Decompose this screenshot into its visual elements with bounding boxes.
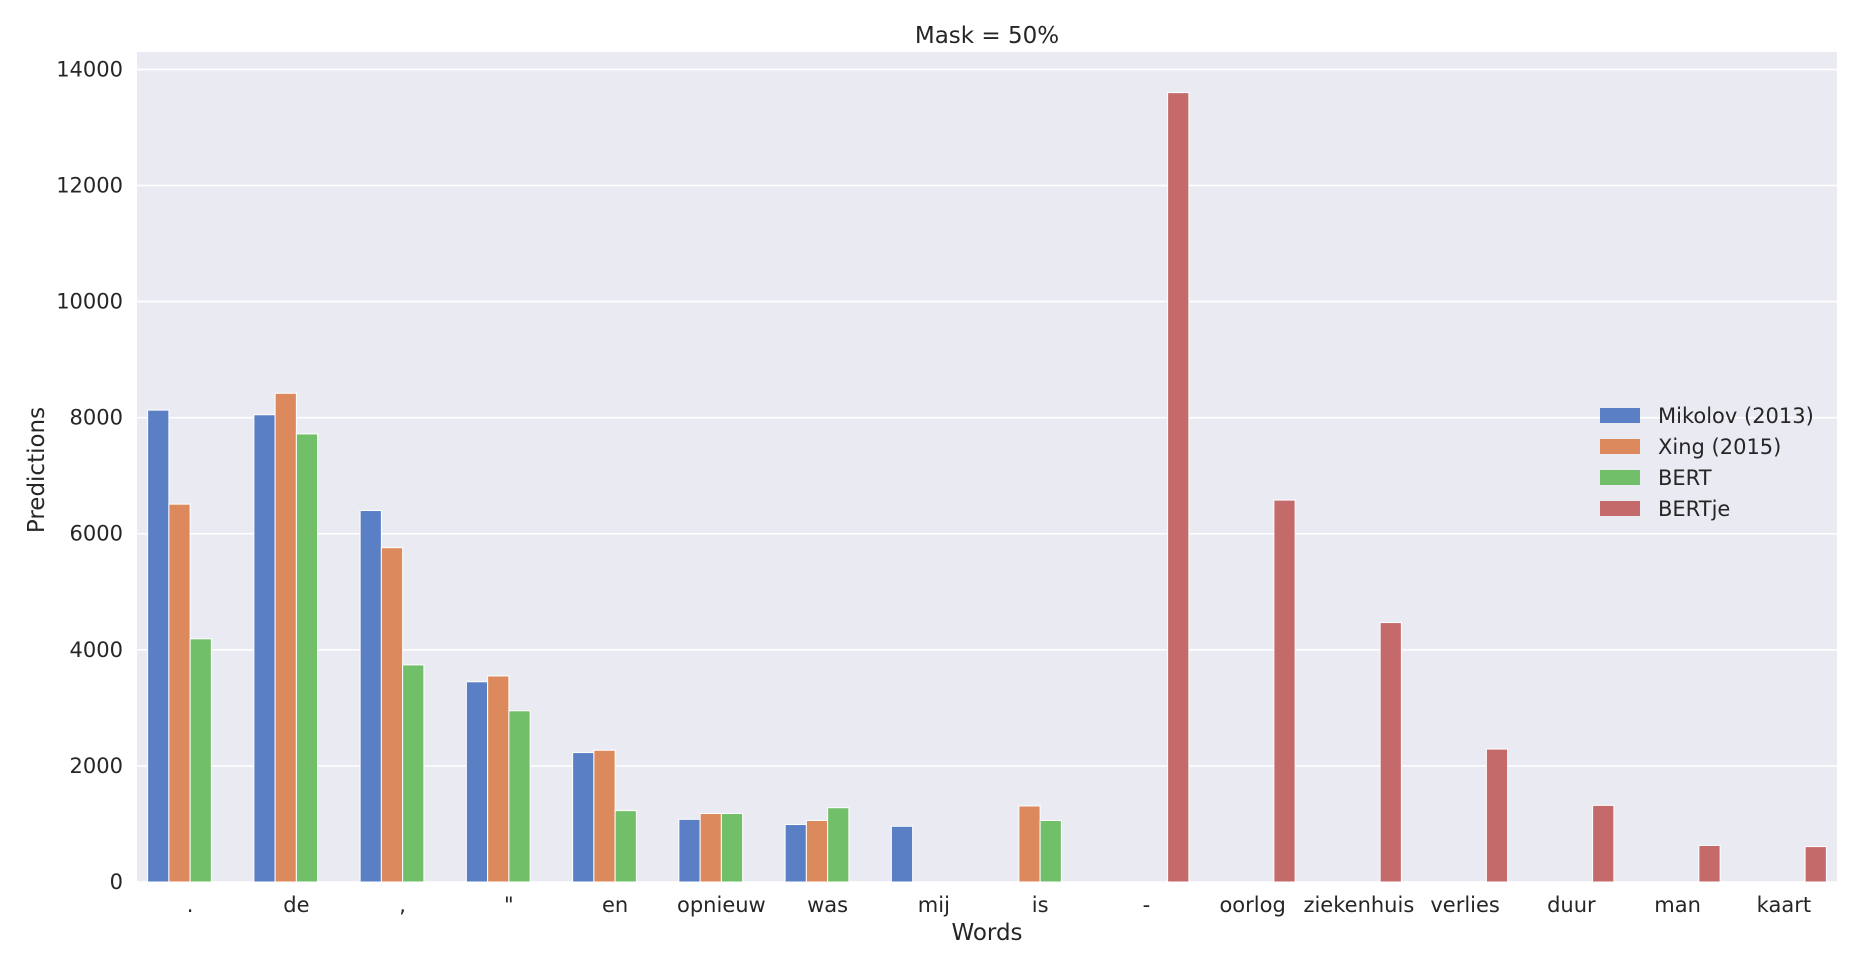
bar-0-1 [168,503,191,883]
x-tick-label: " [504,893,514,917]
bar-4-0 [572,752,595,883]
bar-2-2 [402,664,425,883]
y-axis-title: Predictions [24,407,50,533]
x-tick-label: verlies [1430,893,1500,917]
x-tick-label: kaart [1757,893,1811,917]
legend-swatch [1600,470,1640,485]
x-tick-labels: . de, " en opnieuw was mij is - oorlog ziekenhuis v… [187,893,1811,917]
x-tick-label: opnieuw [677,893,766,917]
bar-7-0 [890,825,914,883]
bar-8-2 [1039,819,1062,883]
x-tick-label: is [1032,893,1049,917]
bar-6-0 [784,824,807,883]
bar-14-3 [1698,844,1721,883]
y-tick-label: 4000 [70,638,123,662]
legend-swatch [1600,439,1640,454]
bar-2-1 [380,547,404,883]
x-tick-label: ziekenhuis [1303,893,1414,917]
bar-5-2 [720,813,744,883]
y-tick-label: 12000 [56,173,123,197]
y-tick-label: 6000 [70,522,123,546]
legend-label: BERTje [1658,497,1730,521]
bar-9-3 [1167,92,1190,883]
bar-0-2 [189,638,212,883]
bar-4-1 [593,749,616,883]
x-tick-label: man [1654,893,1701,917]
x-tick-label: was [807,893,848,917]
x-tick-label: en [602,893,628,917]
y-tick-label: 2000 [70,754,123,778]
legend-label: Xing (2015) [1658,435,1781,459]
x-tick-label: mij [918,893,950,917]
y-tick-label: 10000 [56,290,123,314]
legend-swatch [1600,501,1640,516]
x-tick-label: - [1143,893,1151,917]
bar-13-3 [1592,804,1615,883]
bar-4-2 [614,810,637,883]
legend-label: BERT [1658,466,1712,490]
x-axis-title: Words [951,920,1022,946]
bar-3-0 [465,681,489,883]
x-tick-label: duur [1547,893,1596,917]
bar-1-2 [295,433,319,883]
y-tick-label: 8000 [70,406,123,430]
bar-1-1 [274,392,297,883]
legend-swatch [1600,408,1640,423]
bar-6-1 [805,819,829,883]
bar-12-3 [1485,748,1509,883]
bar-10-3 [1273,499,1296,883]
y-tick-label: 0 [110,870,123,894]
y-tick-label: 14000 [56,57,123,81]
bar-3-2 [508,710,531,883]
bar-0-0 [147,409,170,883]
chart-title: Mask = 50% [915,23,1059,49]
bars [147,92,1827,883]
bar-15-3 [1804,846,1827,883]
bar-6-2 [827,807,850,883]
legend: Mikolov (2013) Xing (2015) BERT BERTje [1600,404,1814,521]
bar-1-0 [253,414,276,883]
bar-8-1 [1018,805,1041,883]
legend-label: Mikolov (2013) [1658,404,1814,428]
bar-2-0 [359,510,382,883]
bar-5-1 [699,813,722,883]
x-tick-label: oorlog [1219,893,1285,917]
bar-5-0 [678,818,701,883]
x-tick-label: de [283,893,309,917]
bar-3-1 [487,675,510,883]
y-tick-labels: 0 2000 4000 6000 8000 10000 12000 14000 [56,57,123,894]
x-tick-label: . [187,893,194,917]
bar-11-3 [1379,622,1402,883]
x-tick-label: , [399,893,406,917]
